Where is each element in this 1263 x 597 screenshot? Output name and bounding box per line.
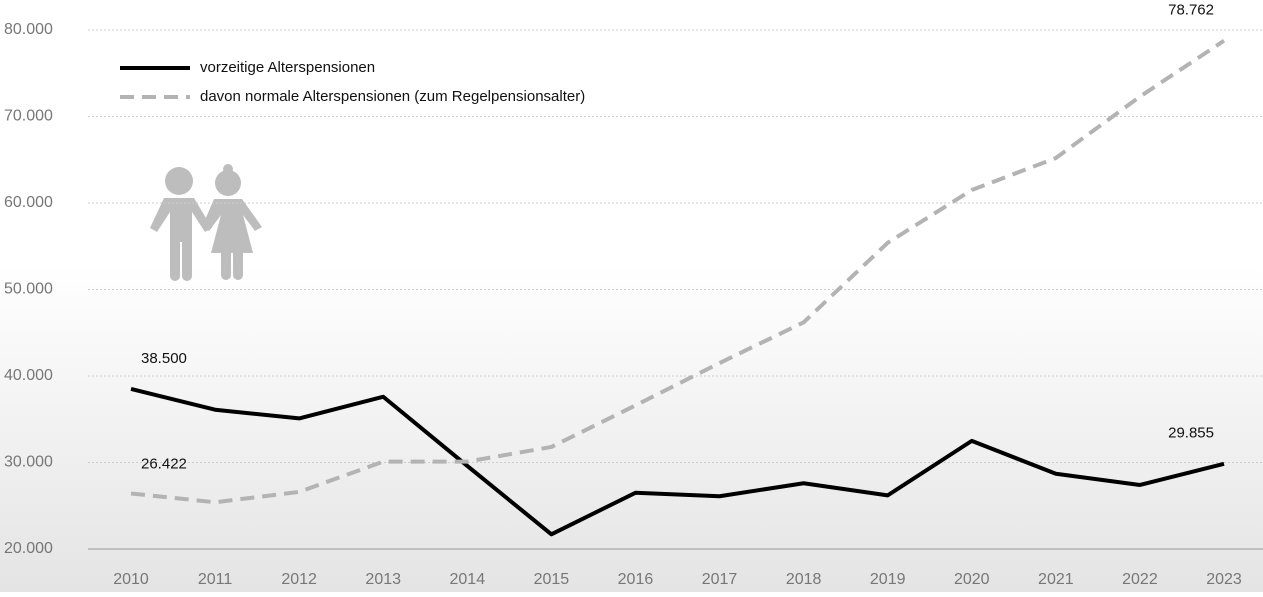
x-tick-label: 2023 (1206, 571, 1242, 588)
x-tick-label: 2016 (618, 571, 654, 588)
x-tick-label: 2012 (281, 571, 317, 588)
legend-label: davon normale Alterspensionen (zum Regel… (200, 88, 585, 105)
x-tick-label: 2017 (702, 571, 738, 588)
x-tick-label: 2014 (450, 571, 486, 588)
x-tick-label: 2021 (1038, 571, 1074, 588)
data-label: 26.422 (141, 455, 187, 472)
y-tick-label: 50.000 (4, 281, 53, 298)
x-tick-label: 2019 (870, 571, 906, 588)
y-tick-label: 40.000 (4, 367, 53, 384)
x-tick-label: 2011 (198, 571, 233, 588)
x-tick-label: 2010 (113, 571, 149, 588)
people-icon (150, 164, 262, 281)
series-line (130, 39, 1226, 505)
x-tick-label: 2018 (786, 571, 822, 588)
y-tick-label: 30.000 (4, 454, 53, 471)
y-tick-label: 70.000 (4, 108, 53, 125)
x-tick-label: 2013 (365, 571, 401, 588)
series-line (130, 387, 1225, 537)
data-label: 78.762 (1168, 2, 1214, 19)
y-tick-label: 80.000 (4, 21, 53, 38)
legend-label: vorzeitige Alterspensionen (200, 59, 375, 76)
x-tick-label: 2015 (534, 571, 570, 588)
data-label: 38.500 (141, 350, 187, 367)
y-tick-label: 60.000 (4, 194, 53, 211)
x-tick-label: 2020 (954, 571, 990, 588)
x-tick-label: 2022 (1122, 571, 1158, 588)
y-tick-label: 20.000 (4, 540, 53, 557)
data-label: 29.855 (1168, 425, 1214, 442)
